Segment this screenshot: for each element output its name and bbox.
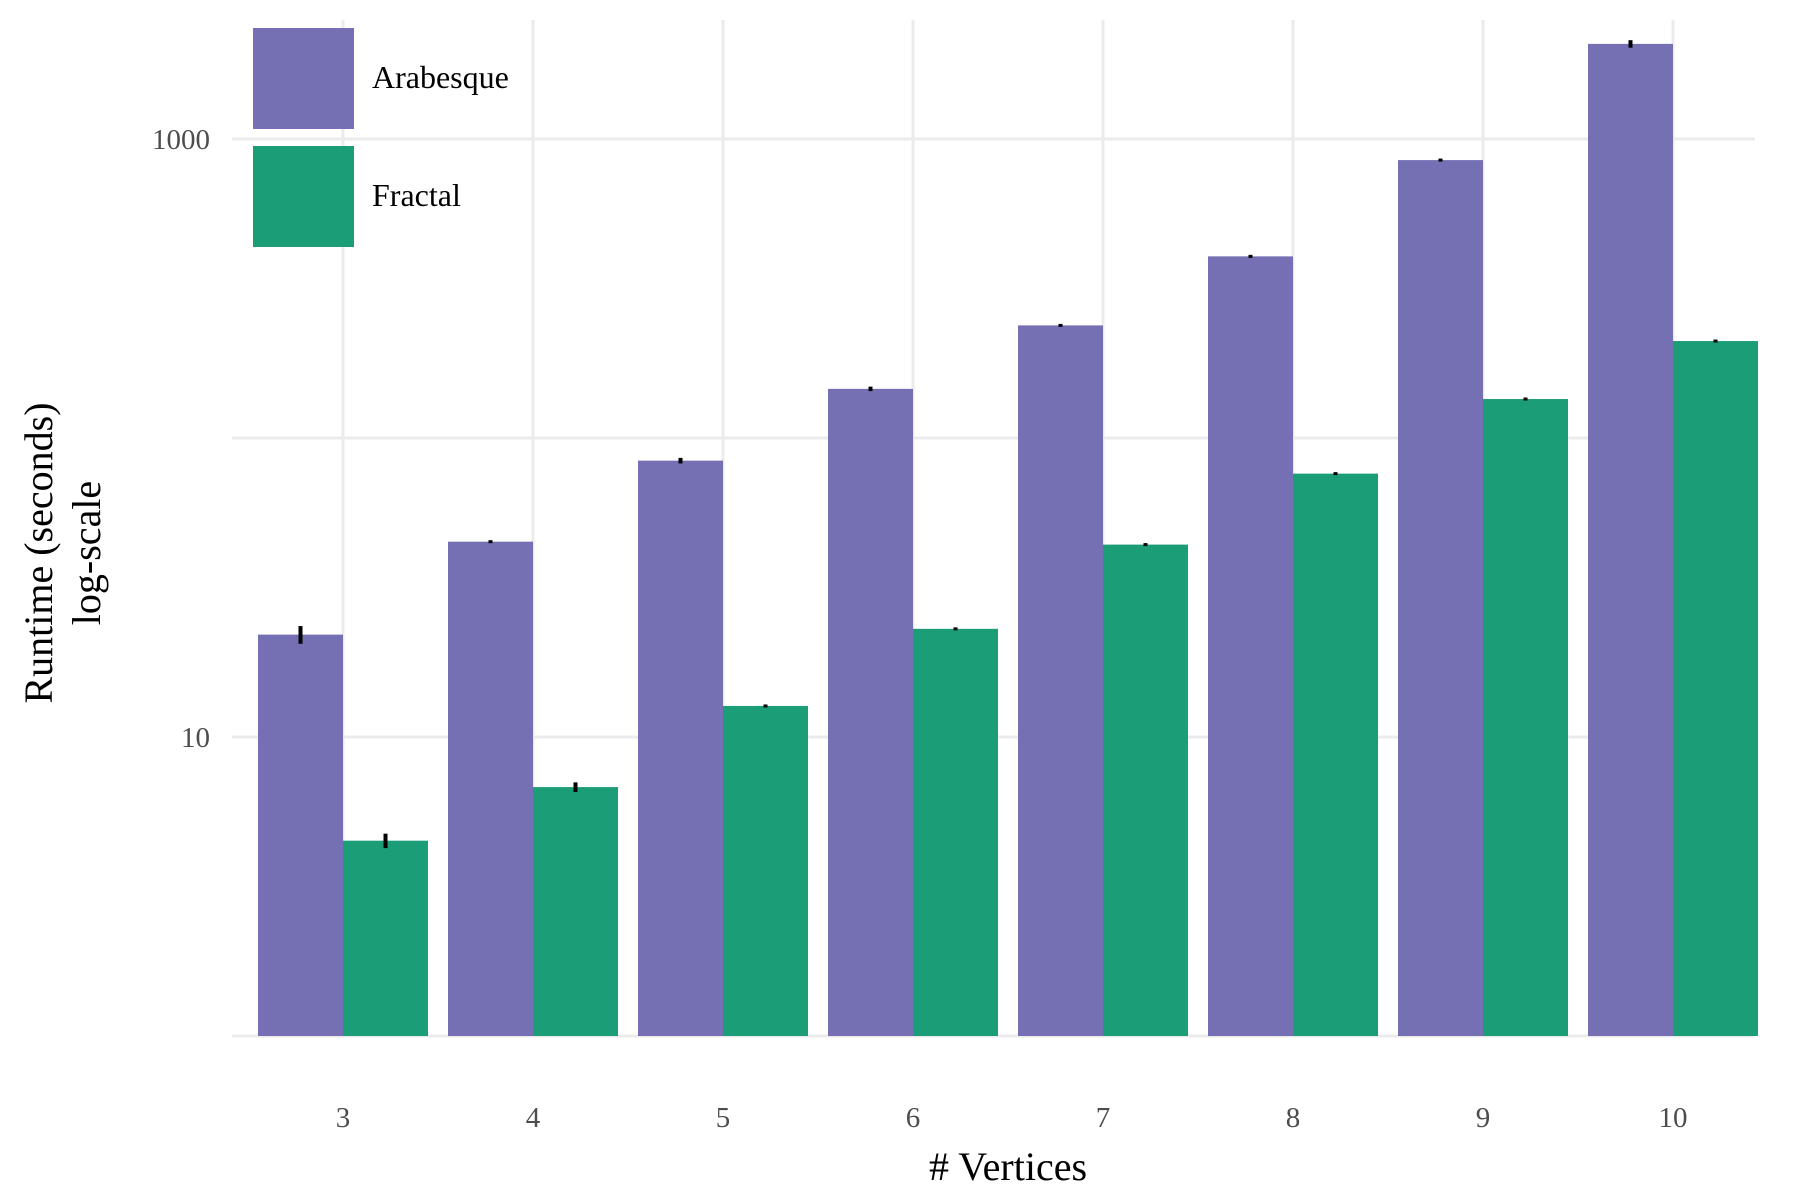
- bar-arabesque-5: [638, 460, 723, 1036]
- x-tick-label: 3: [336, 1102, 351, 1134]
- legend: Arabesque Fractal: [253, 28, 509, 247]
- bar-arabesque-9: [1398, 160, 1483, 1037]
- y-tick-label: 1000: [152, 124, 210, 156]
- bar-fractal-8: [1293, 473, 1378, 1036]
- y-tick-label: 10: [181, 722, 210, 754]
- bar-arabesque-6: [828, 388, 913, 1036]
- bar-arabesque-7: [1018, 325, 1103, 1036]
- bar-arabesque-10: [1588, 43, 1673, 1037]
- x-axis-ticks: 3 4 5 6 7 8 9 10: [336, 1102, 1688, 1134]
- legend-swatch: [253, 146, 354, 247]
- x-tick-label: 5: [716, 1102, 731, 1134]
- legend-label: Arabesque: [372, 59, 509, 95]
- x-tick-label: 6: [906, 1102, 921, 1134]
- bar-fractal-6: [913, 628, 998, 1036]
- x-tick-label: 4: [526, 1102, 541, 1134]
- y-axis-ticks: 10 1000: [152, 124, 210, 754]
- bar-fractal-3: [343, 840, 428, 1036]
- bar-fractal-5: [723, 705, 808, 1036]
- x-tick-label: 9: [1476, 1102, 1491, 1134]
- bar-arabesque-4: [448, 541, 533, 1036]
- x-axis-title: # Vertices: [929, 1144, 1087, 1189]
- y-axis-title: Runtime (seconds) log-scale: [16, 402, 109, 703]
- bar-arabesque-3: [258, 634, 343, 1036]
- y-axis-title-line-2: log-scale: [64, 481, 109, 625]
- x-tick-label: 8: [1286, 1102, 1301, 1134]
- bar-fractal-4: [533, 787, 618, 1036]
- x-tick-label: 10: [1659, 1102, 1688, 1134]
- x-tick-label: 7: [1096, 1102, 1111, 1134]
- legend-item-arabesque: Arabesque: [253, 28, 509, 129]
- legend-swatch: [253, 28, 354, 129]
- bar-fractal-10: [1673, 341, 1758, 1036]
- bar-fractal-7: [1103, 544, 1188, 1036]
- bar-fractal-9: [1483, 399, 1568, 1036]
- y-axis-title-line-1: Runtime (seconds): [16, 402, 61, 703]
- legend-item-fractal: Fractal: [253, 146, 461, 247]
- bars: [258, 43, 1758, 1037]
- error-bars: [298, 40, 1718, 849]
- legend-label: Fractal: [372, 177, 461, 213]
- bar-arabesque-8: [1208, 256, 1293, 1036]
